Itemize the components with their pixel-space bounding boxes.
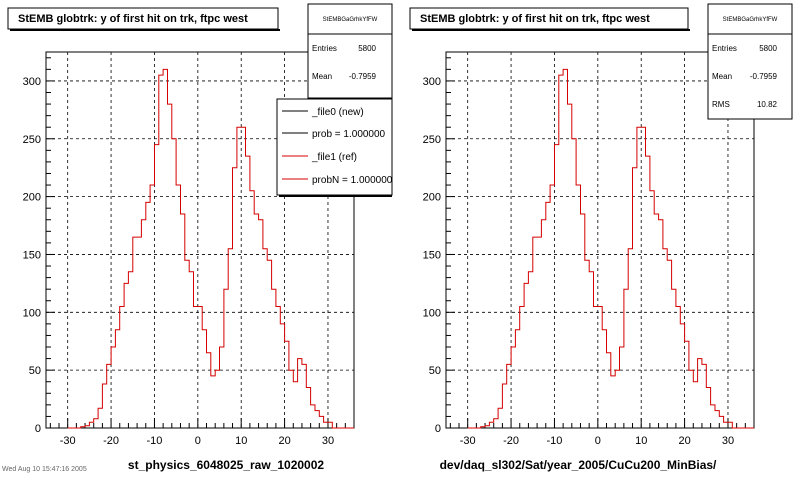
left-y-tick-label: 250 xyxy=(23,134,41,146)
right-y-tick-label: 300 xyxy=(423,76,441,88)
left-stats-entries-value: 5800 xyxy=(358,44,376,53)
left-stats-entries-label: Entries xyxy=(312,44,337,53)
right-y-tick-label: 100 xyxy=(423,307,441,319)
right-stats-mean-label: Mean xyxy=(712,72,732,81)
left-grid xyxy=(46,52,354,428)
left-stats-box xyxy=(307,3,393,99)
right-plot-frame xyxy=(445,51,755,429)
left-y-axis: 0 50 100 150 200 250 300 xyxy=(23,57,55,435)
right-x-tick-label: 10 xyxy=(635,435,647,447)
right-y-axis: 0 50 100 150 200 250 300 xyxy=(423,57,455,435)
right-histogram-line xyxy=(467,68,754,429)
left-stats-mean-label: Mean xyxy=(312,72,332,81)
right-title: StEMB globtrk: y of first hit on trk, ft… xyxy=(420,13,650,25)
right-x-tick-label: -20 xyxy=(503,435,519,447)
left-y-tick-label: 100 xyxy=(23,307,41,319)
left-y-tick-label: 300 xyxy=(23,76,41,88)
right-y-tick-label: 200 xyxy=(423,192,441,204)
left-histogram-line xyxy=(67,68,354,429)
right-stats-name: StEMBGaGrhkYfFW xyxy=(723,17,778,23)
left-x-tick-label: -20 xyxy=(103,435,119,447)
left-x-tick-label: 20 xyxy=(278,435,290,447)
right-x-tick-label: 20 xyxy=(678,435,690,447)
right-title-shadow xyxy=(412,29,690,31)
left-x-tick-label: 30 xyxy=(322,435,334,447)
right-stats-box xyxy=(707,3,793,120)
right-x-tick-label: 0 xyxy=(595,435,601,447)
left-x-tick-label: 0 xyxy=(195,435,201,447)
right-y-tick-label: 0 xyxy=(435,423,441,435)
left-legend-shadow xyxy=(279,195,392,197)
right-x-tick-label: -30 xyxy=(460,435,476,447)
left-x-tick-label: -30 xyxy=(60,435,76,447)
legend-entry-prob: prob = 1.000000 xyxy=(312,129,386,140)
right-stats-rms-label: RMS xyxy=(712,100,730,109)
left-title-shadow xyxy=(10,29,280,31)
right-y-tick-label: 250 xyxy=(423,134,441,146)
right-x-tick-label: 30 xyxy=(722,435,734,447)
right-x-tick-label: -10 xyxy=(546,435,562,447)
left-x-tick-label: -10 xyxy=(146,435,162,447)
left-x-tick-label: 10 xyxy=(235,435,247,447)
right-pad: -30 -20 -10 0 10 20 30 0 50 100 150 200 250 300 StEM… xyxy=(409,3,793,472)
left-title: StEMB globtrk: y of first hit on trk, ft… xyxy=(18,13,248,25)
left-stats-name: StEMBGaGrhkYfFW xyxy=(323,17,378,23)
right-stats-entries-value: 5800 xyxy=(759,44,777,53)
left-x-axis: -30 -20 -10 0 10 20 30 xyxy=(49,418,355,447)
left-pad: -30 -20 -10 0 10 20 30 0 50 100 150 200 250 300 StEM… xyxy=(7,3,393,472)
left-x-label: st_physics_6048025_raw_1020002 xyxy=(128,458,324,472)
right-y-tick-label: 150 xyxy=(423,249,441,261)
right-stats-entries-label: Entries xyxy=(712,44,737,53)
right-y-tick-label: 50 xyxy=(429,365,441,377)
timestamp-footer: Wed Aug 10 15:47:16 2005 xyxy=(2,466,87,473)
right-x-axis: -30 -20 -10 0 10 20 30 xyxy=(449,418,755,447)
right-stats-mean-value: -0.7959 xyxy=(750,72,778,81)
left-y-tick-label: 0 xyxy=(35,423,41,435)
legend-entry-ref: _file1 (ref) xyxy=(311,152,357,163)
legend-entry-probn: probN = 1.000000 xyxy=(312,175,393,186)
legend-entry-new: _file0 (new) xyxy=(311,107,364,118)
left-stats-mean-value: -0.7959 xyxy=(349,72,377,81)
right-stats-rms-value: 10.82 xyxy=(757,100,778,109)
left-y-tick-label: 200 xyxy=(23,192,41,204)
left-y-tick-label: 50 xyxy=(29,365,41,377)
right-x-label: dev/daq_sl302/Sat/year_2005/CuCu200_MinB… xyxy=(440,458,717,472)
left-y-tick-label: 150 xyxy=(23,249,41,261)
